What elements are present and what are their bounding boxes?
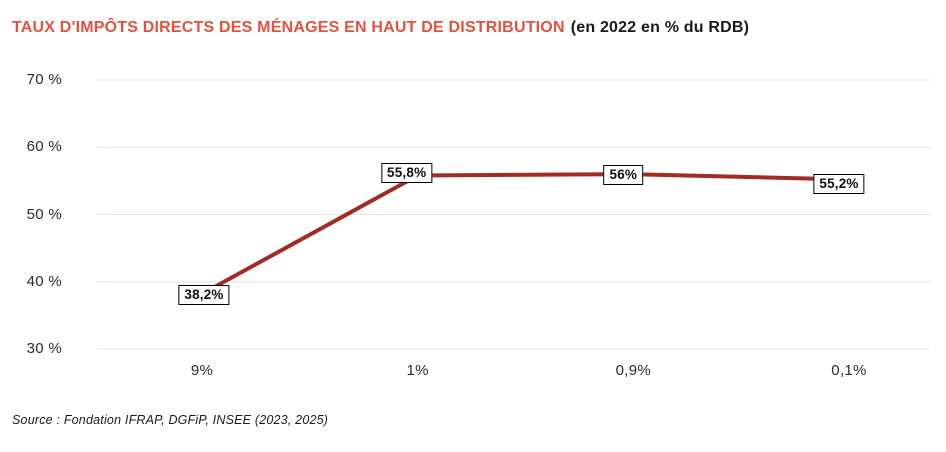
y-axis-tick-label: 30 % (26, 340, 62, 357)
chart-title: TAUX D'IMPÔTS DIRECTS DES MÉNAGES EN HAU… (12, 19, 749, 37)
x-axis-tick-label: 0,9% (615, 362, 652, 379)
chart-title-suffix: (en 2022 en % du RDB) (570, 19, 750, 36)
x-axis-tick-label: 1% (406, 362, 429, 379)
data-label-box: 55,8% (381, 163, 433, 184)
y-axis-tick-label: 60 % (26, 138, 62, 156)
y-axis-tick-label: 70 % (26, 71, 62, 88)
x-axis-tick-label: 9% (190, 362, 214, 379)
x-axis-tick-label: 0,1% (831, 362, 867, 379)
series-line (200, 172, 851, 296)
chart-title-main: TAUX D'IMPÔTS DIRECTS DES MÉNAGES EN HAU… (12, 19, 565, 36)
y-axis-tick-label: 40 % (26, 272, 62, 290)
source-note: Source : Fondation IFRAP, DGFiP, INSEE (… (12, 413, 329, 427)
data-label-box: 56% (603, 165, 644, 186)
data-label-box: 55,2% (813, 173, 865, 194)
y-axis-tick-label: 50 % (26, 205, 62, 223)
data-label-box: 38,2% (178, 284, 230, 305)
